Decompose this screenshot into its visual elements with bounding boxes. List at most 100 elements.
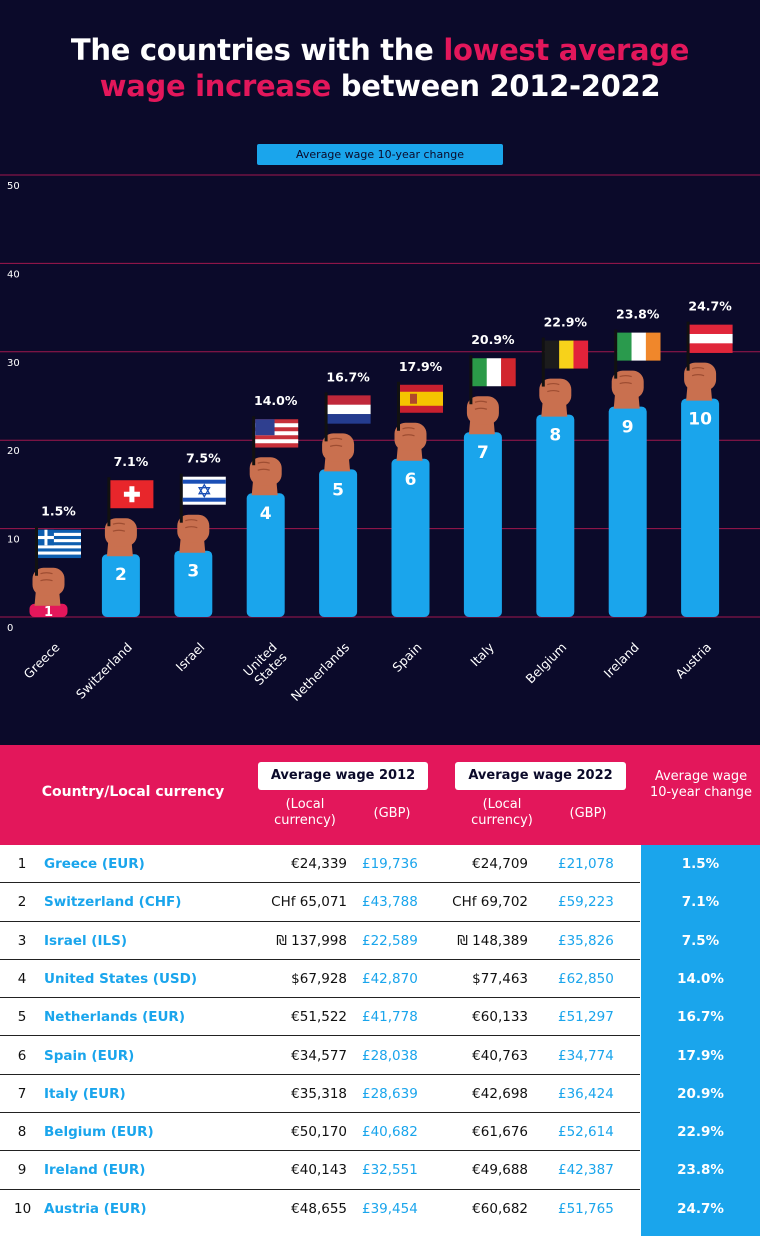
table-header: Country/Local currency Average wage 2012…: [0, 745, 760, 845]
bar: [101, 554, 140, 617]
row-divider: [0, 920, 640, 922]
united-states-flag-icon: [255, 419, 299, 448]
row-local-2022: €61,676: [472, 1124, 528, 1141]
title-accent-2: wage increase: [99, 69, 332, 103]
row-local-2022: €40,763: [472, 1047, 528, 1064]
row-rank: 1: [17, 856, 27, 872]
row-country: United States (USD): [44, 970, 198, 987]
row-rank: 7: [17, 1085, 27, 1102]
row-divider: [0, 997, 640, 999]
fist-icon: [322, 433, 355, 462]
subheader-gbp-2022: (GBP): [569, 806, 607, 821]
row-change: 1.5%: [681, 856, 720, 872]
row-local-2012: €24,339: [291, 856, 347, 872]
bar-rank-label: 8: [549, 426, 561, 446]
row-local-2022: $77,463: [472, 970, 528, 987]
row-change: 7.5%: [681, 932, 720, 949]
x-tick-label: Spain: [389, 640, 424, 675]
bar: [174, 550, 213, 617]
row-country: Belgium (EUR): [44, 1124, 154, 1141]
row-country: Spain (EUR): [44, 1047, 135, 1064]
title-part-4: between 2012-2022: [330, 69, 661, 103]
table-row: 2 Switzerland (CHF) CHf 65,071 £43,788 CHf 6…: [0, 883, 760, 922]
header-2012: Average wage 2012: [258, 762, 428, 790]
bar-rank-label: 2: [115, 565, 127, 585]
fist-icon: [394, 422, 427, 451]
bar: [681, 398, 720, 617]
subheader-local-2012: (Local currency): [274, 797, 336, 828]
table-row: 8 Belgium (EUR) €50,170 £40,682 €61,676 £52,6…: [0, 1113, 760, 1152]
fist-knuckles-icon: [40, 572, 53, 582]
y-tick-label: 40: [7, 269, 20, 280]
netherlands-flag-icon: [327, 395, 371, 424]
row-gbp-2022: £52,614: [558, 1124, 614, 1141]
row-country: Ireland (EUR): [44, 1162, 146, 1179]
row-local-2012: €48,655: [291, 1200, 347, 1217]
x-tick-label: Switzerland: [73, 640, 135, 702]
row-change: 24.7%: [677, 1200, 724, 1217]
italy-flag-icon: [472, 358, 516, 387]
row-gbp-2012: £42,870: [362, 970, 418, 987]
row-gbp-2012: £39,454: [362, 1200, 418, 1217]
table-row: 3 Israel (ILS) ₪ 137,998 £22,589 ₪ 148,389 £3…: [0, 922, 760, 960]
row-country: Netherlands (EUR): [44, 1009, 185, 1026]
fist-knuckles-icon: [185, 519, 198, 529]
page-title: The countries with the lowest average wa…: [0, 32, 760, 104]
x-tick-label: Netherlands: [288, 640, 352, 704]
x-tick-label: Belgium: [523, 640, 570, 687]
row-country: Israel (ILS): [44, 932, 127, 949]
fist-knuckles-icon: [547, 382, 560, 393]
row-local-2012: ₪ 137,998: [276, 932, 347, 949]
bar: [29, 603, 68, 617]
bar: [463, 432, 502, 617]
row-change: 16.7%: [677, 1009, 724, 1026]
row-country: Switzerland (CHF): [44, 894, 182, 911]
bar-rank-label: 6: [405, 470, 417, 490]
row-change: 22.9%: [677, 1124, 724, 1141]
table-row: 6 Spain (EUR) €34,577 £28,038 €40,763 £34,774…: [0, 1037, 760, 1075]
row-local-2012: €34,577: [291, 1047, 347, 1064]
row-local-2022: €60,682: [472, 1200, 528, 1217]
y-tick-label: 50: [7, 181, 20, 192]
table-row: 9 Ireland (EUR) €40,143 £32,551 €49,688 £42,3…: [0, 1151, 760, 1190]
data-label: 14.0%: [254, 393, 298, 408]
fist-icon: [249, 457, 282, 486]
row-gbp-2022: £36,424: [558, 1085, 614, 1102]
bar-rank-label: 5: [332, 480, 344, 500]
row-gbp-2022: £34,774: [558, 1047, 614, 1064]
row-gbp-2022: £21,078: [558, 856, 614, 872]
greece-flag-icon: [38, 529, 81, 559]
fist-knuckles-icon: [619, 375, 632, 385]
switzerland-flag-icon: [110, 480, 154, 509]
data-label: 7.5%: [186, 451, 221, 466]
row-change: 20.9%: [677, 1085, 724, 1102]
bar: [608, 406, 647, 617]
legend-label: Average wage 10-year change: [257, 144, 503, 165]
row-change: 7.1%: [681, 894, 720, 911]
row-gbp-2012: £32,551: [362, 1162, 418, 1179]
row-divider: [0, 1035, 640, 1037]
row-divider: [0, 1150, 640, 1152]
row-gbp-2012: £40,682: [362, 1124, 418, 1141]
row-country: Italy (EUR): [44, 1085, 126, 1102]
data-table: [0, 845, 760, 1236]
belgium-flag-icon: [544, 340, 589, 369]
row-local-2022: €49,688: [472, 1162, 528, 1179]
table-row: 4 United States (USD) $67,928 £42,870 $77,46…: [0, 960, 760, 999]
data-label: 24.7%: [688, 299, 732, 314]
change-column: [641, 845, 760, 1236]
header-change: Average wage 10-year change: [650, 769, 752, 800]
row-gbp-2022: £35,826: [558, 932, 614, 949]
data-label: 20.9%: [471, 332, 515, 347]
bar: [319, 469, 358, 617]
row-country: Greece (EUR): [44, 856, 145, 872]
israel-flag-icon: [182, 476, 226, 505]
data-label: 7.1%: [114, 454, 149, 469]
header-country: Country/Local currency: [41, 784, 225, 800]
y-tick-label: 30: [7, 358, 20, 369]
title-accent-1: lowest average: [443, 33, 690, 67]
row-rank: 4: [17, 970, 27, 987]
row-rank: 8: [17, 1124, 27, 1141]
row-divider: [0, 958, 640, 960]
x-tick-label: Italy: [467, 639, 497, 669]
